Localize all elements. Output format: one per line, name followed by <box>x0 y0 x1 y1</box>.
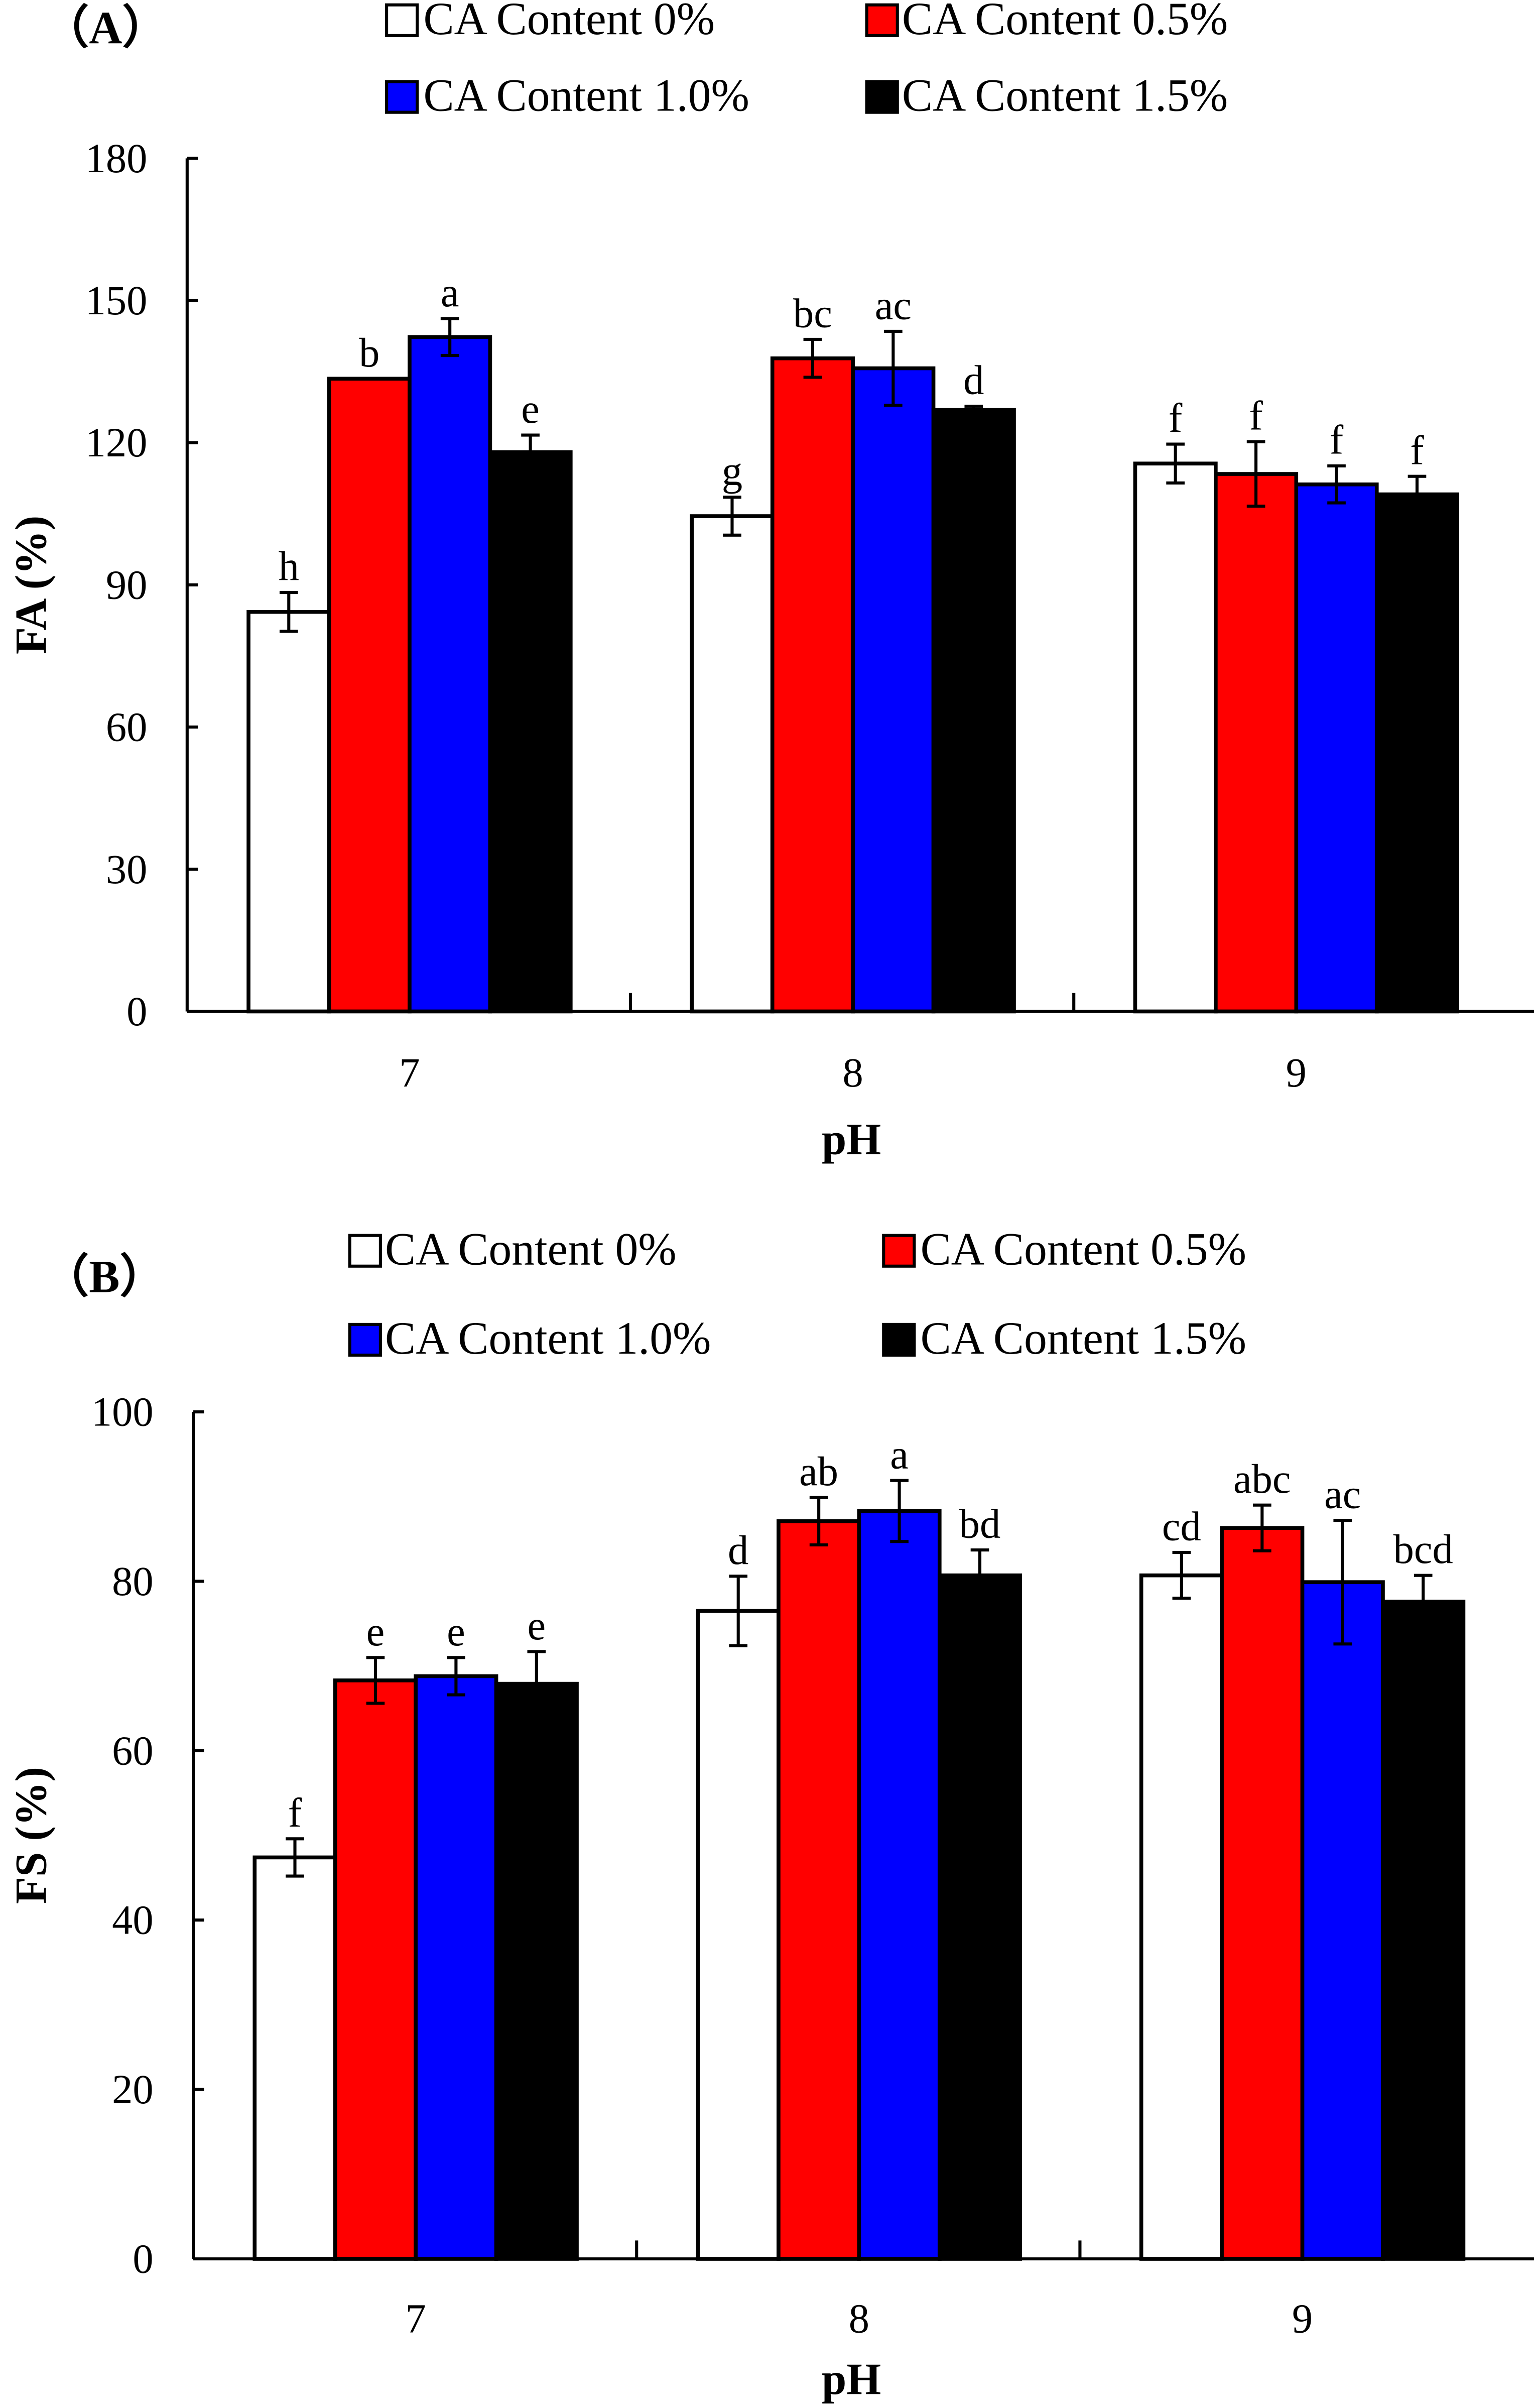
significance-letter: d <box>963 357 984 403</box>
legend-label: CA Content 1.0% <box>423 70 749 121</box>
bar <box>1133 461 1218 1014</box>
legend-label: CA Content 1.5% <box>921 1312 1246 1364</box>
bar <box>857 1509 942 2261</box>
bar <box>408 335 492 1014</box>
bar <box>1214 472 1299 1014</box>
legend-swatch <box>882 1322 916 1357</box>
bar <box>1220 1526 1305 2261</box>
bar <box>851 366 936 1014</box>
y-tick-label: 180 <box>85 135 148 181</box>
significance-letter: ac <box>875 282 912 328</box>
bar <box>777 1519 861 2261</box>
panel-a: （A） CA Content 0% CA Content 0.5% CA Conten… <box>7 0 1534 1164</box>
y-tick-label: 120 <box>85 419 148 465</box>
significance-letter: f <box>1330 417 1344 463</box>
y-tick-label: 60 <box>106 704 148 750</box>
legend-label: CA Content 1.0% <box>385 1312 711 1364</box>
legend-label: CA Content 1.5% <box>902 70 1228 121</box>
legend-label: CA Content 0.5% <box>902 0 1228 44</box>
legend-swatch <box>865 80 899 114</box>
significance-letter: e <box>366 1608 385 1654</box>
panel-label: （A） <box>43 2 169 53</box>
bar <box>770 356 855 1014</box>
legend-swatch <box>385 80 419 114</box>
bar <box>696 1609 781 2261</box>
legend-label: CA Content 0.5% <box>921 1224 1246 1275</box>
y-axis-label: FA (%) <box>7 516 56 654</box>
x-tick-label: 8 <box>843 1049 863 1096</box>
significance-letter: g <box>722 448 742 494</box>
panel-label: （B） <box>43 1251 166 1302</box>
significance-letter: b <box>359 329 379 376</box>
y-tick-label: 80 <box>112 1558 154 1604</box>
significance-letter: abc <box>1233 1456 1291 1502</box>
legend-swatch <box>385 3 419 37</box>
bar <box>937 1573 1022 2261</box>
bar <box>488 450 573 1014</box>
x-tick-label: 7 <box>406 2296 426 2342</box>
legend-label: CA Content 0% <box>423 0 715 44</box>
y-tick-label: 90 <box>106 561 148 608</box>
x-axis-label: pH <box>822 1115 881 1164</box>
legend-swatch <box>348 1322 382 1357</box>
y-tick-label: 40 <box>112 1897 154 1943</box>
legend-swatch <box>882 1234 916 1268</box>
significance-letter: h <box>279 543 299 589</box>
panel-b: （B） CA Content 0% CA Content 0.5% CA Conten… <box>7 1224 1534 2404</box>
significance-letter: ac <box>1324 1471 1361 1517</box>
bar <box>931 408 1016 1014</box>
significance-letter: f <box>1169 395 1183 441</box>
y-tick-label: 100 <box>91 1389 154 1435</box>
y-tick-label: 0 <box>126 988 147 1034</box>
x-tick-label: 7 <box>399 1049 420 1096</box>
legend-swatch <box>865 3 899 37</box>
bar <box>252 1855 337 2261</box>
significance-letter: f <box>1410 427 1424 473</box>
bar <box>327 377 412 1014</box>
significance-letter: bcd <box>1393 1526 1453 1572</box>
bar <box>690 514 775 1014</box>
significance-letter: cd <box>1162 1503 1201 1549</box>
legend-swatch <box>348 1234 382 1268</box>
significance-letter: e <box>447 1608 465 1654</box>
bar <box>1139 1573 1224 2261</box>
significance-letter: a <box>890 1431 909 1477</box>
x-tick-label: 8 <box>849 2296 869 2342</box>
legend-label: CA Content 0% <box>385 1224 677 1275</box>
bar <box>333 1678 418 2261</box>
significance-letter: bc <box>793 290 832 336</box>
y-tick-label: 60 <box>112 1727 154 1773</box>
significance-letter: d <box>728 1527 748 1573</box>
x-tick-label: 9 <box>1292 2296 1313 2342</box>
significance-letter: bd <box>959 1501 1001 1547</box>
significance-letter: e <box>521 386 540 432</box>
bar <box>246 610 331 1014</box>
y-axis-label: FS (%) <box>7 1767 56 1904</box>
y-tick-label: 150 <box>85 277 148 323</box>
bar <box>1294 482 1379 1014</box>
y-tick-label: 20 <box>112 2066 154 2112</box>
x-tick-label: 9 <box>1286 1049 1307 1096</box>
y-tick-label: 30 <box>106 846 148 892</box>
significance-letter: f <box>1249 392 1263 438</box>
significance-letter: a <box>441 269 459 315</box>
x-axis-label: pH <box>822 2355 881 2404</box>
bar <box>1374 492 1460 1014</box>
bar <box>1381 1600 1466 2261</box>
y-tick-label: 0 <box>133 2236 153 2282</box>
significance-letter: ab <box>799 1448 838 1494</box>
bar <box>414 1674 498 2261</box>
significance-letter: f <box>288 1789 302 1836</box>
significance-letter: e <box>528 1602 546 1648</box>
bar <box>494 1681 579 2261</box>
bar <box>1300 1580 1385 2261</box>
